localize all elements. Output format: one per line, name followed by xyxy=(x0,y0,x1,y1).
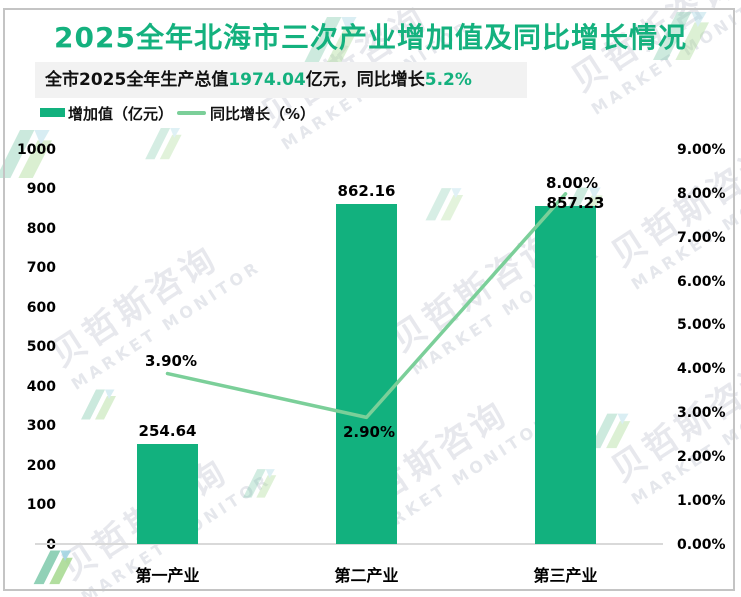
gdp-value: 1974.04 xyxy=(228,70,306,90)
right-axis-tick-label: 0.00% xyxy=(677,536,726,553)
category-label: 第三产业 xyxy=(533,566,598,585)
category-label: 第一产业 xyxy=(135,566,200,585)
line-point-label: 8.00% xyxy=(545,173,599,192)
chart-title: 2025全年北海市三次产业增加值及同比增长情况 xyxy=(54,21,687,54)
category-label: 第二产业 xyxy=(334,566,399,585)
legend-bar-swatch-icon xyxy=(40,108,65,117)
bar-value-label: 862.16 xyxy=(337,182,396,201)
right-axis-tick-label: 8.00% xyxy=(677,185,726,202)
left-axis-tick-label: 700 xyxy=(26,260,56,277)
legend-line-swatch-icon xyxy=(177,111,206,115)
watermark-logo-icon xyxy=(295,5,375,73)
right-axis-tick-label: 4.00% xyxy=(677,361,726,378)
right-axis-tick-label: 2.00% xyxy=(677,448,726,465)
subtitle-prefix: 全市2025全年生产总值 xyxy=(45,70,229,90)
line-point-label: 2.90% xyxy=(342,422,396,441)
right-axis-tick-label: 9.00% xyxy=(677,142,726,158)
right-axis-tick-label: 7.00% xyxy=(677,229,726,246)
legend-line-label: 同比增长（%） xyxy=(210,105,316,123)
watermark-logo-icon xyxy=(584,405,642,455)
subtitle-middle: 亿元，同比增长 xyxy=(305,70,425,90)
left-axis-tick-label: 100 xyxy=(26,497,56,514)
watermark-logo-icon xyxy=(140,120,192,166)
bar-value-label: 254.64 xyxy=(138,422,197,441)
right-axis-tick-label: 6.00% xyxy=(677,273,726,290)
subtitle-banner: 全市2025全年生产总值1974.04亿元，同比增长5.2% xyxy=(35,62,527,98)
legend-bar-label: 增加值（亿元） xyxy=(68,105,174,123)
right-axis-tick-label: 1.00% xyxy=(677,492,726,509)
bar xyxy=(137,444,198,545)
watermark-logo-icon xyxy=(238,462,286,504)
bar xyxy=(336,204,397,545)
growth-value: 5.2% xyxy=(424,70,472,90)
left-axis-tick-label: 500 xyxy=(26,339,56,356)
bar-value-label: 857.23 xyxy=(546,194,605,213)
left-axis-tick-label: 800 xyxy=(26,220,56,237)
watermark-logo-icon xyxy=(76,382,126,426)
bar xyxy=(535,206,596,545)
left-axis-tick-label: 600 xyxy=(26,299,56,316)
watermark-logo-icon xyxy=(28,542,84,591)
watermark-logo-icon xyxy=(645,0,725,68)
left-axis-tick-label: 300 xyxy=(26,418,56,435)
watermark-logo-icon xyxy=(0,118,68,186)
right-axis-tick-label: 5.00% xyxy=(677,317,726,334)
left-axis-tick-label: 200 xyxy=(26,457,56,474)
line-point-label: 3.90% xyxy=(144,352,198,371)
right-axis-tick-label: 3.00% xyxy=(677,405,726,421)
left-axis-tick-label: 900 xyxy=(26,181,56,198)
left-axis-tick-label: 400 xyxy=(26,378,56,395)
left-axis-tick-label: 1000 xyxy=(17,142,56,158)
